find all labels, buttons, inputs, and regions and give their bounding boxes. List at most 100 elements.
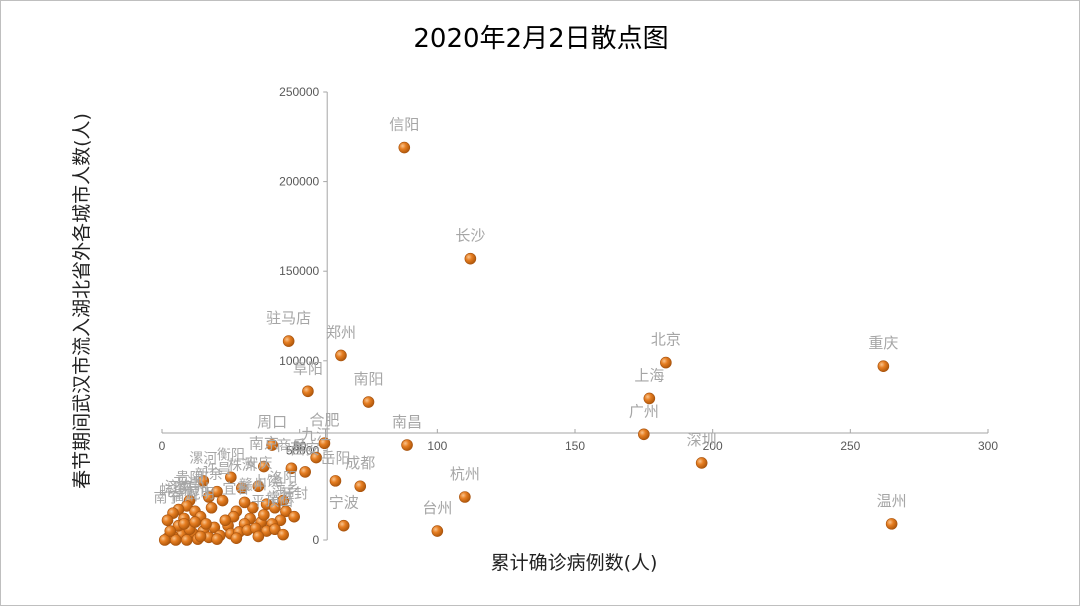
point-label: 许昌 <box>203 462 231 478</box>
data-point <box>660 356 672 369</box>
x-tick-label: 300 <box>978 439 998 453</box>
point-label: 九江 <box>301 426 331 444</box>
data-point <box>282 335 295 347</box>
x-tick-label: 100 <box>427 439 447 453</box>
data-point <box>329 475 342 487</box>
data-point <box>885 518 898 530</box>
data-point <box>277 494 289 507</box>
data-point <box>285 462 298 475</box>
data-point <box>219 514 232 527</box>
x-tick-label: 0 <box>159 439 166 453</box>
y-axis-ticks: 0 50000 100000 150000 200000 250000 <box>279 85 328 547</box>
point-label: 长沙 <box>455 227 485 245</box>
data-point <box>252 530 265 543</box>
point-label: 上海 <box>634 366 664 384</box>
data-point <box>197 475 210 487</box>
point-label: 岳阳 <box>320 449 350 467</box>
point-label: 福州 <box>170 488 198 504</box>
data-point <box>269 523 281 536</box>
data-point <box>337 519 350 532</box>
data-point <box>178 518 190 530</box>
data-point <box>194 530 207 543</box>
point-label: 南宁 <box>154 489 182 506</box>
data-point <box>211 533 223 545</box>
data-point <box>288 510 300 523</box>
data-point <box>310 451 322 464</box>
data-point <box>362 396 375 408</box>
point-label: 阜阳 <box>293 359 323 377</box>
data-point <box>211 485 223 498</box>
point-label: 南京 <box>249 435 279 453</box>
point-label: 常德 <box>266 490 294 506</box>
data-point <box>302 385 314 398</box>
y-tick-label: 250000 <box>279 85 319 99</box>
data-point <box>252 480 265 493</box>
point-label: 萍乡 <box>272 481 300 497</box>
data-point <box>164 525 177 537</box>
data-point <box>161 514 174 527</box>
x-axis-title: 累计确诊病例数(人) <box>491 552 658 574</box>
point-label: 蚌埠 <box>159 482 187 499</box>
data-point <box>230 532 243 545</box>
point-label: 驻马店 <box>266 309 311 327</box>
data-point <box>236 482 248 494</box>
y-tick-label: 200000 <box>279 175 319 189</box>
data-point <box>266 439 278 451</box>
data-point <box>258 509 270 521</box>
y-tick-label: 150000 <box>279 264 319 278</box>
point-label: 温州 <box>877 492 907 510</box>
data-point <box>269 501 281 514</box>
data-point <box>238 496 251 509</box>
point-label: 天津 <box>173 476 201 492</box>
point-label: 赣州 <box>239 478 267 494</box>
data-point <box>258 460 270 473</box>
data-point <box>205 501 218 514</box>
data-point <box>280 505 292 518</box>
data-point <box>203 491 215 503</box>
point-label: 新余 <box>195 466 223 483</box>
point-label: 郑州 <box>326 323 356 341</box>
point-label: 上饶 <box>253 474 281 490</box>
point-label: 北京 <box>651 331 681 349</box>
data-point <box>247 501 259 514</box>
x-tick-label: 150 <box>565 439 585 453</box>
point-label: 株洲 <box>228 458 256 474</box>
data-point <box>643 392 656 405</box>
point-label: 开封 <box>280 487 308 503</box>
data-point <box>877 360 890 372</box>
point-label: 西安 <box>290 440 320 458</box>
point-label: 宜春 <box>222 481 250 497</box>
data-point <box>299 466 311 478</box>
point-label: 周口 <box>257 413 287 431</box>
x-tick-label: 50 <box>293 439 307 453</box>
point-label: 平顶山 <box>251 494 293 510</box>
point-label: 衡阳 <box>217 447 245 463</box>
data-point <box>277 528 289 541</box>
data-point <box>398 141 411 154</box>
data-point <box>216 494 229 507</box>
y-axis-title: 春节期间武汉市流入湖北省外各城市人数(人) <box>71 113 93 489</box>
data-point <box>225 471 237 484</box>
x-tick-label: 200 <box>703 439 723 453</box>
data-point <box>354 480 367 493</box>
data-point <box>401 439 413 451</box>
point-label: 贵阳 <box>176 471 204 487</box>
point-label: 商丘 <box>276 436 306 454</box>
data-points <box>158 141 898 546</box>
point-label: 台州 <box>422 499 452 517</box>
point-label: 信阳 <box>389 116 419 134</box>
point-label: 南昌 <box>392 413 422 431</box>
point-label: 广州 <box>629 402 659 420</box>
x-axis-ticks: 0 50 100 150 200 250 300 <box>159 429 998 453</box>
point-label: 洛阳 <box>269 471 297 487</box>
data-point <box>695 457 708 469</box>
chart-title: 2020年2月2日散点图 <box>413 24 668 54</box>
x-tick-label: 250 <box>840 439 860 453</box>
point-label: 济南 <box>165 480 193 496</box>
data-point <box>189 516 201 528</box>
point-label: 合肥 <box>309 411 339 429</box>
data-point <box>464 252 477 265</box>
point-label: 杭州 <box>450 465 480 483</box>
